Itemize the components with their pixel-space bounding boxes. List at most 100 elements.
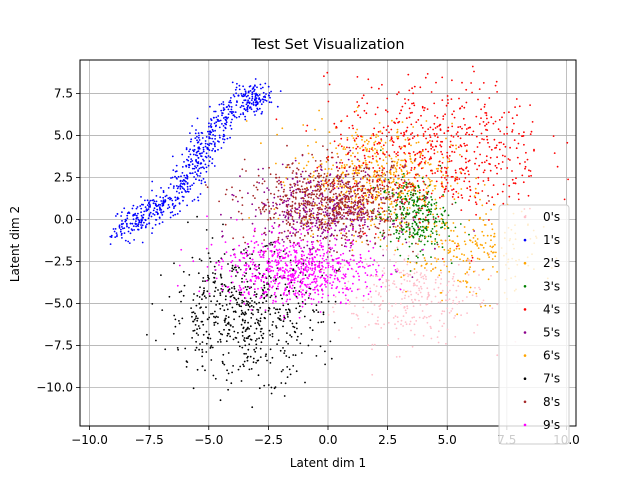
- data-point: [310, 213, 312, 215]
- data-point: [221, 147, 223, 149]
- data-point: [403, 132, 405, 134]
- data-point: [477, 177, 479, 179]
- data-point: [379, 179, 381, 181]
- data-point: [395, 217, 397, 219]
- data-point: [432, 268, 434, 270]
- data-point: [399, 222, 401, 224]
- data-point: [420, 234, 422, 236]
- data-point: [375, 156, 377, 158]
- data-point: [418, 141, 420, 143]
- data-point: [483, 251, 485, 253]
- data-point: [455, 191, 457, 193]
- data-point: [393, 226, 395, 228]
- data-point: [322, 321, 324, 323]
- data-point: [436, 214, 438, 216]
- data-point: [393, 280, 395, 282]
- data-point: [447, 127, 449, 129]
- data-point: [432, 129, 434, 131]
- data-point: [289, 309, 291, 311]
- data-point: [427, 108, 429, 110]
- data-point: [341, 214, 343, 216]
- data-point: [434, 243, 436, 245]
- data-point: [137, 229, 139, 231]
- data-point: [448, 214, 450, 216]
- data-point: [470, 287, 472, 289]
- data-point: [350, 196, 352, 198]
- data-point: [367, 174, 369, 176]
- data-point: [433, 223, 435, 225]
- data-point: [139, 222, 141, 224]
- data-point: [198, 157, 200, 159]
- data-point: [460, 223, 462, 225]
- data-point: [343, 223, 345, 225]
- data-point: [334, 230, 336, 232]
- data-point: [503, 143, 505, 145]
- data-point: [368, 150, 370, 152]
- data-point: [289, 223, 291, 225]
- data-point: [354, 305, 356, 307]
- data-point: [344, 148, 346, 150]
- data-point: [199, 327, 201, 329]
- data-point: [331, 233, 333, 235]
- data-point: [416, 201, 418, 203]
- data-point: [410, 169, 412, 171]
- data-point: [254, 89, 256, 91]
- data-point: [226, 189, 228, 191]
- data-point: [532, 121, 534, 123]
- data-point: [278, 218, 280, 220]
- data-point: [332, 199, 334, 201]
- data-point: [423, 229, 425, 231]
- data-point: [289, 285, 291, 287]
- data-point: [132, 208, 134, 210]
- data-point: [247, 95, 249, 97]
- data-point: [276, 177, 278, 179]
- data-point: [333, 235, 335, 237]
- data-point: [424, 157, 426, 159]
- data-point: [315, 195, 317, 197]
- data-point: [328, 244, 330, 246]
- data-point: [400, 207, 402, 209]
- data-point: [432, 214, 434, 216]
- data-point: [423, 227, 425, 229]
- data-point: [379, 158, 381, 160]
- data-point: [126, 226, 128, 228]
- data-point: [194, 137, 196, 139]
- data-point: [465, 162, 467, 164]
- data-point: [318, 221, 320, 223]
- data-point: [425, 196, 427, 198]
- data-point: [336, 205, 338, 207]
- data-point: [329, 174, 331, 176]
- data-point: [417, 257, 419, 259]
- data-point: [348, 147, 350, 149]
- data-point: [375, 187, 377, 189]
- data-point: [365, 259, 367, 261]
- data-point: [460, 209, 462, 211]
- data-point: [352, 152, 354, 154]
- data-point: [354, 156, 356, 158]
- data-point: [228, 352, 230, 354]
- data-point: [249, 86, 251, 88]
- data-point: [264, 232, 266, 234]
- data-point: [326, 223, 328, 225]
- data-point: [403, 209, 405, 211]
- data-point: [279, 308, 281, 310]
- data-point: [287, 235, 289, 237]
- data-point: [403, 289, 405, 291]
- data-point: [308, 196, 310, 198]
- data-point: [471, 260, 473, 262]
- data-point: [205, 297, 207, 299]
- data-point: [273, 227, 275, 229]
- data-point: [296, 172, 298, 174]
- data-point: [340, 202, 342, 204]
- data-point: [184, 285, 186, 287]
- data-point: [341, 277, 343, 279]
- data-point: [238, 289, 240, 291]
- data-point: [444, 177, 446, 179]
- data-point: [351, 313, 353, 315]
- data-point: [154, 201, 156, 203]
- data-point: [305, 274, 307, 276]
- data-point: [420, 210, 422, 212]
- data-point: [431, 199, 433, 201]
- data-point: [312, 226, 314, 228]
- data-point: [509, 147, 511, 149]
